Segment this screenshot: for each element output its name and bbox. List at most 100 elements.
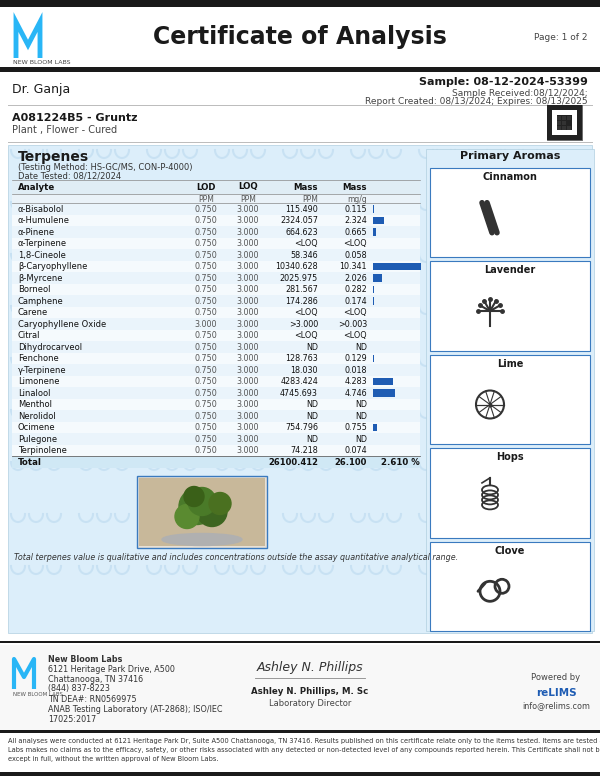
Text: LOQ: LOQ bbox=[238, 182, 258, 192]
Text: Dr. Ganja: Dr. Ganja bbox=[12, 84, 70, 96]
Text: 3.000: 3.000 bbox=[237, 274, 259, 282]
Text: 0.750: 0.750 bbox=[194, 286, 217, 294]
Text: 3.000: 3.000 bbox=[237, 423, 259, 432]
Text: Date Tested: 08/12/2024: Date Tested: 08/12/2024 bbox=[18, 171, 121, 181]
Text: Citral: Citral bbox=[18, 331, 41, 340]
Text: 3.000: 3.000 bbox=[237, 308, 259, 317]
Bar bbox=[12, 272, 420, 283]
Text: Dihydrocarveol: Dihydrocarveol bbox=[18, 343, 82, 352]
Text: 2.610 %: 2.610 % bbox=[381, 458, 420, 466]
Text: New Bloom Labs: New Bloom Labs bbox=[48, 654, 122, 663]
Bar bbox=[562, 116, 566, 120]
Bar bbox=[430, 542, 590, 631]
Bar bbox=[12, 352, 420, 364]
Bar bbox=[12, 249, 420, 261]
Text: Total terpenes value is qualitative and includes concentrations outside the assa: Total terpenes value is qualitative and … bbox=[14, 553, 458, 562]
Bar bbox=[12, 330, 420, 341]
Bar bbox=[430, 168, 590, 258]
Text: <LOQ: <LOQ bbox=[295, 239, 318, 248]
Bar bbox=[0, 7, 600, 70]
Bar bbox=[567, 126, 571, 130]
Bar bbox=[12, 341, 420, 352]
Text: 4283.424: 4283.424 bbox=[280, 377, 318, 386]
Text: 18.030: 18.030 bbox=[290, 365, 318, 375]
Text: 3.000: 3.000 bbox=[237, 365, 259, 375]
Bar bbox=[572, 135, 577, 140]
Bar bbox=[0, 641, 600, 643]
Text: 2025.975: 2025.975 bbox=[280, 274, 318, 282]
Bar bbox=[577, 130, 582, 135]
Text: NEW BLOOM LABS: NEW BLOOM LABS bbox=[13, 60, 71, 64]
Text: Ashley N. Phillips: Ashley N. Phillips bbox=[257, 661, 364, 674]
Bar bbox=[567, 120, 572, 125]
Bar bbox=[373, 274, 382, 282]
Text: 0.074: 0.074 bbox=[344, 446, 367, 456]
Text: 0.750: 0.750 bbox=[194, 446, 217, 456]
Text: 26100.412: 26100.412 bbox=[268, 458, 318, 466]
Bar bbox=[12, 180, 420, 194]
Text: Hops: Hops bbox=[496, 452, 524, 462]
Text: 0.750: 0.750 bbox=[194, 227, 217, 237]
Bar bbox=[12, 307, 420, 318]
Bar bbox=[562, 126, 566, 130]
Bar bbox=[567, 135, 572, 140]
Bar bbox=[547, 125, 552, 130]
Text: 17025:2017: 17025:2017 bbox=[48, 715, 96, 723]
Text: Lavender: Lavender bbox=[484, 265, 536, 275]
Text: 115.490: 115.490 bbox=[285, 205, 318, 213]
Text: A081224B5 - Gruntz: A081224B5 - Gruntz bbox=[12, 113, 137, 123]
Bar bbox=[577, 110, 582, 115]
Text: 0.282: 0.282 bbox=[344, 286, 367, 294]
Bar bbox=[0, 67, 600, 72]
Text: Cinnamon: Cinnamon bbox=[482, 172, 538, 182]
Text: 10340.628: 10340.628 bbox=[275, 262, 318, 272]
Text: PPM: PPM bbox=[198, 195, 214, 203]
Text: 664.623: 664.623 bbox=[286, 227, 318, 237]
Bar bbox=[557, 120, 562, 125]
Text: α-Terpinene: α-Terpinene bbox=[18, 239, 67, 248]
Text: Nerolidol: Nerolidol bbox=[18, 412, 56, 421]
Text: 3.000: 3.000 bbox=[237, 320, 259, 329]
Text: Chattanooga, TN 37416: Chattanooga, TN 37416 bbox=[48, 674, 143, 684]
Text: except in full, without the written approval of New Bloom Labs.: except in full, without the written appr… bbox=[8, 756, 218, 762]
Text: 58.346: 58.346 bbox=[290, 251, 318, 260]
Text: Laboratory Director: Laboratory Director bbox=[269, 698, 351, 708]
Bar bbox=[12, 214, 420, 226]
Bar bbox=[577, 105, 582, 110]
Text: β-Caryophyllene: β-Caryophyllene bbox=[18, 262, 88, 272]
Text: Terpinolene: Terpinolene bbox=[18, 446, 67, 456]
Text: Report Created: 08/13/2024; Expires: 08/13/2025: Report Created: 08/13/2024; Expires: 08/… bbox=[365, 98, 588, 106]
Text: α-Bisabolol: α-Bisabolol bbox=[18, 205, 64, 213]
Bar bbox=[12, 203, 420, 214]
Text: Mass: Mass bbox=[343, 182, 367, 192]
Circle shape bbox=[175, 504, 199, 528]
Bar bbox=[430, 449, 590, 538]
Text: Analyte: Analyte bbox=[18, 182, 55, 192]
Text: 0.750: 0.750 bbox=[194, 343, 217, 352]
Text: 0.755: 0.755 bbox=[344, 423, 367, 432]
Text: ND: ND bbox=[355, 412, 367, 421]
Text: 3.000: 3.000 bbox=[237, 377, 259, 386]
Text: 0.750: 0.750 bbox=[194, 365, 217, 375]
Bar bbox=[12, 295, 420, 307]
Text: 2.324: 2.324 bbox=[344, 217, 367, 225]
Text: 6121 Heritage Park Drive, A500: 6121 Heritage Park Drive, A500 bbox=[48, 664, 175, 674]
Bar bbox=[557, 115, 562, 120]
Bar bbox=[373, 286, 374, 293]
Bar bbox=[557, 105, 562, 110]
Text: Pulegone: Pulegone bbox=[18, 435, 57, 444]
Text: 0.750: 0.750 bbox=[194, 331, 217, 340]
Text: LOD: LOD bbox=[196, 182, 216, 192]
Text: α-Humulene: α-Humulene bbox=[18, 217, 70, 225]
Text: 3.000: 3.000 bbox=[195, 320, 217, 329]
Bar bbox=[547, 130, 552, 135]
Bar bbox=[0, 645, 600, 733]
Text: Carene: Carene bbox=[18, 308, 48, 317]
Text: 0.750: 0.750 bbox=[194, 251, 217, 260]
Text: >3.000: >3.000 bbox=[289, 320, 318, 329]
Text: 74.218: 74.218 bbox=[290, 446, 318, 456]
Bar bbox=[572, 105, 577, 110]
Text: 0.750: 0.750 bbox=[194, 412, 217, 421]
Bar bbox=[12, 445, 420, 456]
Text: Limonene: Limonene bbox=[18, 377, 59, 386]
